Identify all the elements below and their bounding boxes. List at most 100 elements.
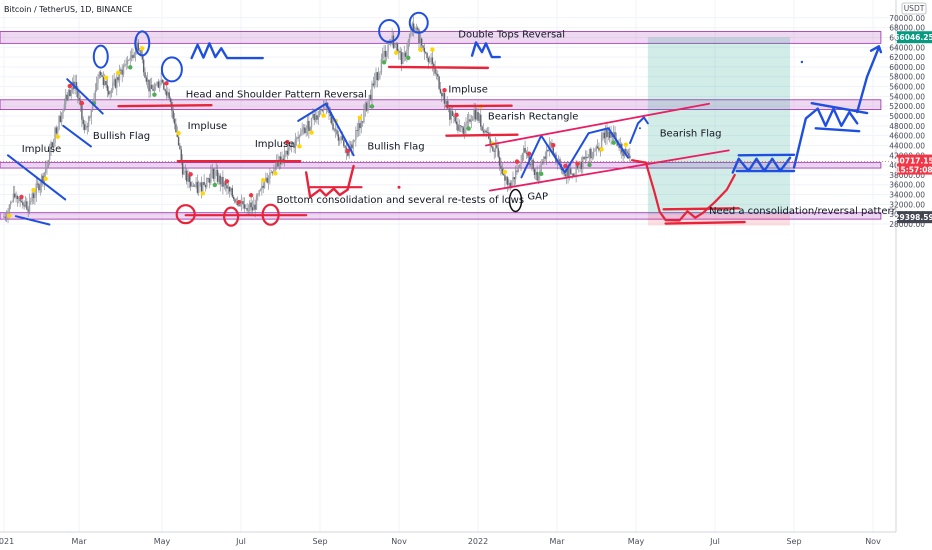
x-tick-label[interactable]: Jul xyxy=(709,537,720,546)
candle-body xyxy=(545,150,548,159)
candle-body xyxy=(243,204,246,209)
signal-dot xyxy=(260,177,266,183)
candle-body xyxy=(477,112,479,121)
candle-body xyxy=(155,84,157,86)
last-price-label[interactable]: 40717.15 xyxy=(894,157,932,166)
y-tick-label[interactable]: 44000.00 xyxy=(889,141,925,150)
x-tick-label[interactable]: 2021 xyxy=(0,537,14,546)
candle-body xyxy=(129,58,131,60)
price-badge[interactable] xyxy=(897,31,932,44)
x-tick-label[interactable]: Sep xyxy=(786,537,801,546)
x-tick-label[interactable]: 2022 xyxy=(468,537,488,546)
candle-body xyxy=(118,69,121,81)
y-tick-label[interactable]: 62000.00 xyxy=(889,53,925,62)
candle-body xyxy=(163,82,165,90)
y-tick-label[interactable]: 46000.00 xyxy=(889,132,925,141)
neckline xyxy=(387,65,490,70)
candle-body xyxy=(541,162,544,163)
y-tick-label[interactable]: 52000.00 xyxy=(889,102,925,111)
candle-body xyxy=(47,159,50,167)
candle-body xyxy=(232,196,235,200)
candle-body xyxy=(384,50,387,57)
candle-body xyxy=(626,151,628,154)
candle-body xyxy=(571,173,573,175)
candle-body xyxy=(398,51,400,54)
candle-body xyxy=(426,53,428,59)
top-circle xyxy=(134,30,151,57)
candle-body xyxy=(141,55,144,60)
price-badge-label[interactable]: 29398.59 xyxy=(894,213,932,222)
candle-body xyxy=(65,94,67,105)
currency-label-box[interactable] xyxy=(901,2,927,15)
candle-body xyxy=(524,148,526,153)
candle-body xyxy=(498,156,501,166)
y-tick-label[interactable]: 60000.00 xyxy=(889,63,925,72)
y-tick-label[interactable]: 32000.00 xyxy=(889,200,925,209)
x-tick-label[interactable]: May xyxy=(154,537,171,546)
y-tick-label[interactable]: 68000.00 xyxy=(889,24,925,33)
price-badge-label[interactable]: 66046.25 xyxy=(894,33,932,42)
candle-body xyxy=(304,127,306,134)
flag-line xyxy=(62,124,92,148)
y-tick-label[interactable]: 36000.00 xyxy=(889,181,925,190)
candle-body xyxy=(441,93,443,97)
trade-box xyxy=(647,37,791,226)
candle-body xyxy=(36,183,39,185)
candle-body xyxy=(121,69,123,75)
candle-body xyxy=(557,159,560,161)
candle-body xyxy=(151,84,153,89)
y-tick-label[interactable]: 34000.00 xyxy=(889,191,925,200)
candle-body xyxy=(604,128,607,139)
countdown-timer[interactable]: 15:57:08 xyxy=(895,166,932,175)
y-tick-label[interactable]: 38000.00 xyxy=(889,171,925,180)
y-tick-label[interactable]: 28000.00 xyxy=(889,220,925,229)
candle-body xyxy=(451,111,454,116)
candle-body xyxy=(23,205,25,207)
candle-body xyxy=(238,204,240,207)
y-tick-label[interactable]: 56000.00 xyxy=(889,83,925,92)
candle-body xyxy=(466,121,469,123)
signal-dot xyxy=(551,143,556,148)
candle-body xyxy=(386,51,388,57)
signal-dot xyxy=(418,47,423,52)
time-axis[interactable]: 2021 Mar May Jul Sep Nov 2022 Mar May Jul Sep Nov xyxy=(0,531,932,550)
y-tick-label[interactable]: 64000.00 xyxy=(889,43,925,52)
candle-body xyxy=(486,132,489,134)
candle-body xyxy=(262,185,264,188)
signal-dot xyxy=(212,182,218,188)
candle-body xyxy=(277,161,279,167)
x-tick-label[interactable]: Nov xyxy=(865,537,881,546)
signal-dot xyxy=(128,65,133,70)
candle-body xyxy=(395,43,397,45)
signal-dot xyxy=(466,126,471,131)
candle-body xyxy=(312,114,314,118)
y-tick-label[interactable]: 48000.00 xyxy=(889,122,925,131)
candle-body xyxy=(224,182,227,186)
candle-body xyxy=(285,150,287,152)
x-tick-label[interactable]: Mar xyxy=(72,537,88,546)
candle-body xyxy=(257,195,259,196)
x-tick-label[interactable]: Mar xyxy=(549,537,565,546)
y-tick-label[interactable]: 58000.00 xyxy=(889,73,925,82)
candle-body xyxy=(347,152,349,156)
last-price-badge[interactable] xyxy=(897,154,932,175)
x-tick-label[interactable]: May xyxy=(628,537,645,546)
candle-body xyxy=(536,172,538,181)
candle-body xyxy=(270,172,272,174)
y-tick-label[interactable]: 70000.00 xyxy=(889,14,925,23)
x-tick-label[interactable]: Nov xyxy=(391,537,407,546)
x-tick-label[interactable]: Sep xyxy=(312,537,327,546)
y-tick-label[interactable]: 50000.00 xyxy=(889,112,925,121)
x-tick-label[interactable]: Jul xyxy=(235,537,246,546)
candle-body xyxy=(363,109,365,123)
currency-label[interactable]: USDT xyxy=(904,4,925,13)
y-tick-label[interactable]: 54000.00 xyxy=(889,92,925,101)
candle-body xyxy=(302,127,305,130)
price-badge[interactable] xyxy=(897,211,932,224)
candle-body xyxy=(34,195,36,199)
candle-body xyxy=(296,137,298,139)
candle-body xyxy=(371,83,373,100)
candle-body xyxy=(567,166,569,178)
